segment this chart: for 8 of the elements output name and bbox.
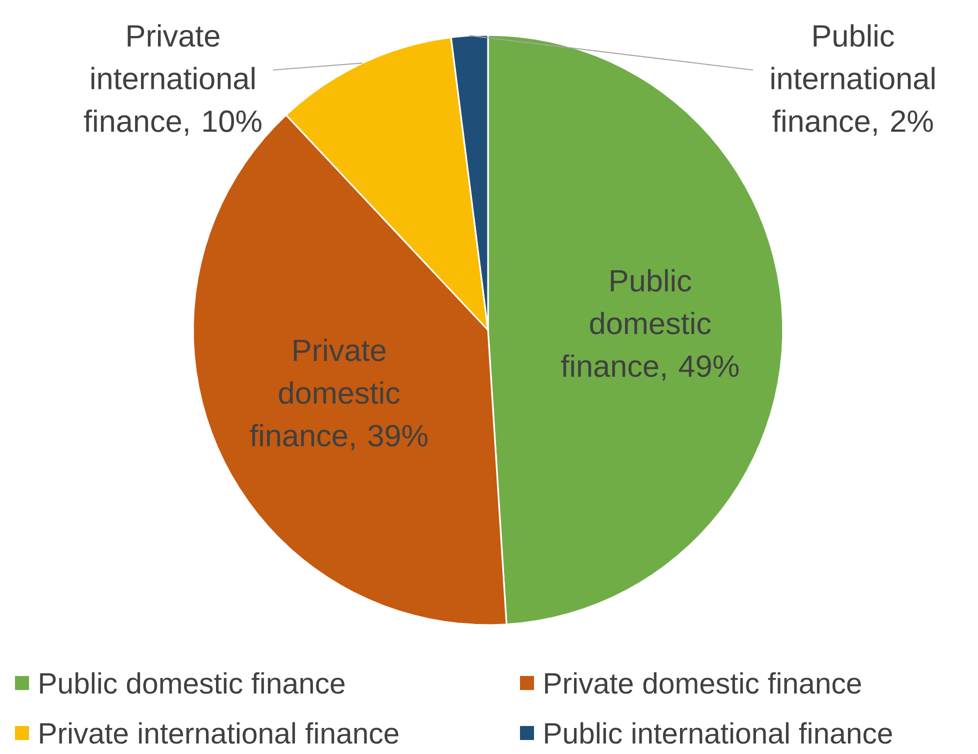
data-label: Private domestic finance, 39% [250,338,428,450]
data-label: Public domestic finance, 49% [561,269,739,381]
legend-label: Private domestic finance [545,672,861,694]
data-label: Public international finance, 2% [772,24,934,136]
data-label: Private international finance, 10% [84,24,262,136]
legend-label: Public domestic finance [40,672,345,694]
legend-label: Public international finance [545,722,892,744]
legend-label: Private international finance [40,722,398,744]
